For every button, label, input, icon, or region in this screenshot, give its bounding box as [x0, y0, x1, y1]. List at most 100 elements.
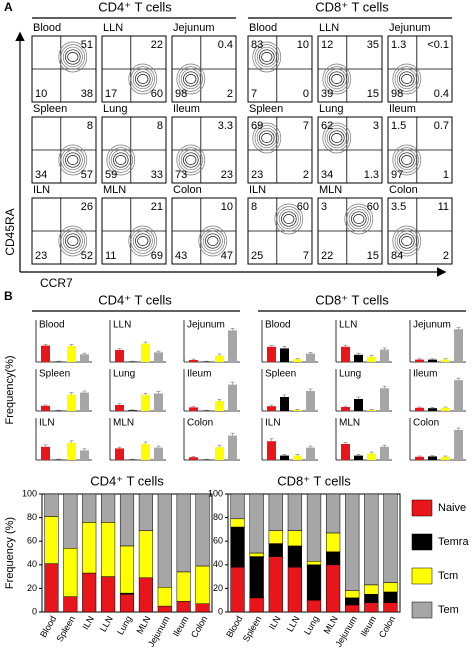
- quadrant-value: 60: [151, 88, 163, 100]
- group-title: CD4⁺ T cells: [98, 0, 172, 14]
- quadrant-value: 33: [151, 169, 163, 181]
- plot-title: Jejunum: [173, 22, 215, 34]
- legend-label: Temra: [438, 536, 469, 548]
- quadrant-value: 0.7: [434, 120, 449, 132]
- contour: [106, 144, 136, 176]
- bar-segment: [63, 596, 78, 613]
- quadrant-value: 57: [81, 169, 93, 181]
- bar: [115, 448, 124, 460]
- bar: [141, 395, 150, 411]
- bar-segment: [345, 597, 360, 606]
- bar: [141, 343, 150, 362]
- bar: [367, 409, 376, 411]
- contour: [207, 236, 219, 246]
- contour: [198, 225, 228, 257]
- chart-title: CD4⁺ T cells: [90, 473, 164, 488]
- quadrant-value: 12: [321, 39, 333, 51]
- bar: [428, 456, 437, 460]
- axis-label: CCR7: [40, 276, 73, 290]
- quadrant-value: 11: [105, 250, 116, 262]
- contour: [252, 41, 282, 73]
- x-tick-label: Colon: [189, 614, 209, 639]
- bar: [267, 346, 276, 362]
- panel-title: MLN: [113, 418, 134, 429]
- contour: [183, 152, 199, 168]
- bar-segment: [364, 602, 379, 613]
- panel-title: Lung: [339, 369, 361, 380]
- contour: [326, 68, 347, 90]
- quadrant-value: 73: [175, 169, 187, 181]
- plot-title: LLN: [103, 22, 123, 34]
- contour: [65, 233, 81, 249]
- plot-title: Blood: [33, 22, 61, 34]
- bar-segment: [306, 561, 322, 566]
- contour: [283, 214, 295, 224]
- contour: [401, 74, 413, 84]
- contour: [110, 149, 131, 171]
- x-tick-label: Lung: [302, 614, 321, 636]
- contour: [252, 122, 282, 154]
- quadrant-value: 21: [151, 201, 163, 213]
- bar: [128, 410, 137, 411]
- bar: [67, 442, 76, 460]
- bar-segment: [44, 516, 59, 564]
- quadrant-value: 35: [367, 39, 379, 51]
- legend-swatch: [411, 533, 433, 551]
- bar: [80, 354, 89, 362]
- bar-segment: [157, 586, 172, 607]
- contour: [132, 68, 153, 90]
- bar-segment: [119, 493, 135, 547]
- contour: [401, 155, 413, 165]
- bar-segment: [306, 564, 322, 601]
- legend-label: Tcm: [438, 570, 458, 582]
- y-tick-label: 0: [32, 606, 37, 616]
- bar: [141, 444, 150, 460]
- bar-segment: [63, 548, 78, 597]
- bar-segment: [325, 532, 341, 553]
- contour: [394, 66, 419, 92]
- contour: [394, 147, 419, 173]
- contour: [281, 211, 297, 227]
- x-tick-label: ILN: [80, 614, 96, 631]
- x-tick-label: LLN: [285, 614, 302, 633]
- quadrant-value: <0.1: [427, 39, 449, 51]
- contour: [274, 203, 304, 235]
- bar-segment: [306, 493, 322, 562]
- x-tick-label: LLN: [98, 614, 115, 633]
- contour: [329, 71, 345, 87]
- plot-title: Jejunum: [389, 22, 431, 34]
- contour: [399, 152, 415, 168]
- panel-title: ILN: [265, 418, 281, 429]
- contour: [392, 144, 422, 176]
- quadrant-value: 0.4: [218, 39, 233, 51]
- plot-title: ILN: [249, 184, 266, 196]
- bar: [228, 330, 237, 362]
- bar-segment: [364, 594, 379, 603]
- bar-segment: [345, 604, 360, 613]
- bar-segment: [101, 493, 116, 523]
- bar-segment: [195, 493, 210, 567]
- quadrant-value: 60: [297, 201, 309, 213]
- bar-segment: [44, 563, 59, 613]
- contour: [322, 122, 352, 154]
- chart-title: CD4⁺ T cells: [98, 292, 172, 307]
- quadrant-value: 38: [81, 88, 93, 100]
- quadrant-value: 0: [303, 88, 309, 100]
- contour: [331, 74, 343, 84]
- bar: [341, 407, 350, 411]
- legend-swatch: [411, 601, 433, 619]
- contour: [254, 125, 279, 151]
- legend-label: Tem: [438, 604, 459, 616]
- group-title: CD8⁺ T cells: [315, 0, 389, 14]
- quadrant-value: 23: [221, 169, 233, 181]
- bar-segment: [249, 597, 264, 613]
- bar-segment: [195, 603, 210, 613]
- bar: [267, 441, 276, 460]
- bar: [267, 406, 276, 411]
- quadrant-value: 47: [221, 250, 233, 262]
- bar-segment: [249, 493, 264, 554]
- bar-segment: [101, 576, 116, 613]
- bar-segment: [44, 493, 59, 517]
- contour: [324, 66, 349, 92]
- panel-title: Jejunum: [413, 320, 451, 331]
